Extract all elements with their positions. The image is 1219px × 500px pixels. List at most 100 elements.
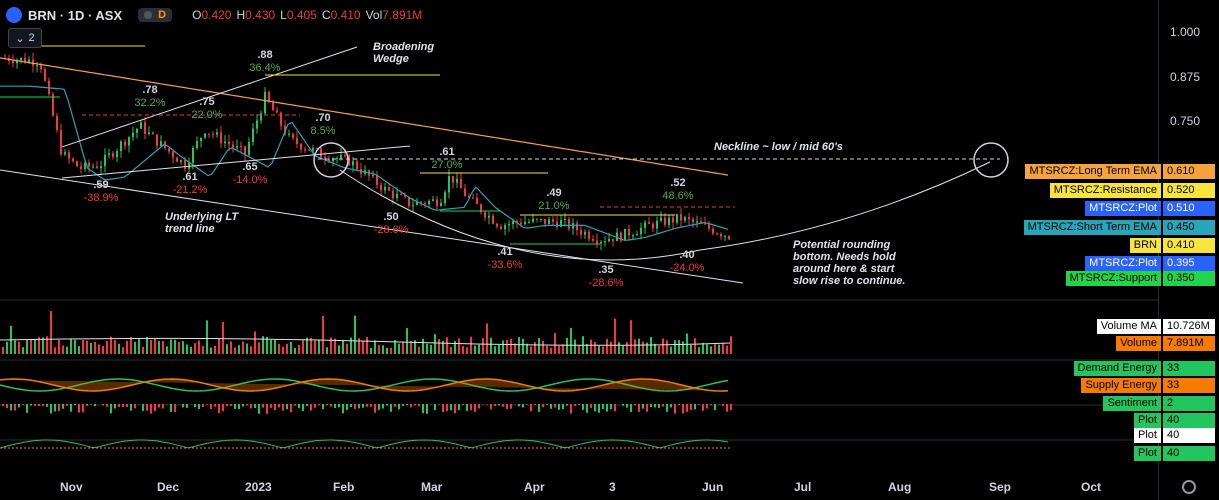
candle-body	[528, 221, 530, 223]
indicator-label[interactable]: Plot	[1134, 413, 1161, 428]
candle-body	[44, 69, 46, 81]
sentiment-bar	[194, 404, 196, 408]
y-tick-label: 1.000	[1170, 25, 1201, 39]
candle-body	[504, 225, 506, 230]
candle-body	[120, 141, 122, 152]
symbol-logo-icon	[6, 7, 22, 23]
indicator-label[interactable]: MTSRCZ:Resistance	[1049, 183, 1161, 198]
sentiment-bar	[26, 404, 28, 413]
sentiment-bar	[494, 404, 496, 407]
indicator-label[interactable]: Volume	[1116, 336, 1161, 351]
candle-body	[500, 226, 502, 230]
candle-body	[448, 176, 450, 193]
sentiment-bar	[422, 404, 424, 414]
settings-gear-icon[interactable]	[1182, 480, 1196, 494]
sentiment-bar	[518, 404, 520, 407]
sentiment-bar	[186, 404, 188, 408]
candle-body	[540, 218, 542, 220]
long-term-ema-line	[0, 57, 729, 176]
volume-bar	[398, 343, 400, 354]
volume-ma-line	[0, 337, 731, 346]
sentiment-bar	[222, 404, 224, 412]
indicator-value: 10.726M	[1163, 319, 1215, 334]
candle-body	[728, 235, 730, 240]
candle-body	[444, 192, 446, 204]
indicator-label[interactable]: MTSRCZ:Short Term EMA	[1023, 220, 1161, 235]
sentiment-bar	[266, 404, 268, 414]
candle-body	[568, 218, 570, 229]
sentiment-bar	[706, 404, 708, 409]
data-badge[interactable]: D	[138, 8, 173, 22]
sentiment-bar	[526, 404, 528, 405]
indicator-label[interactable]: BRN	[1129, 238, 1161, 253]
volume-bar	[478, 344, 480, 354]
candle-body	[96, 166, 98, 169]
sentiment-bar	[426, 404, 428, 414]
indicator-label[interactable]: MTSRCZ:Plot	[1085, 256, 1161, 271]
sentiment-bar	[230, 404, 232, 406]
candle-body	[76, 161, 78, 167]
indicator-label[interactable]: Supply Energy	[1081, 378, 1161, 393]
volume-bar	[506, 340, 508, 354]
volume-bar	[690, 344, 692, 354]
sentiment-bar	[90, 404, 92, 405]
sentiment-bar	[478, 404, 480, 409]
volume-bar	[694, 338, 696, 354]
sentiment-bar	[6, 404, 8, 409]
indicator-label[interactable]: MTSRCZ:Support	[1065, 271, 1161, 286]
candle-body	[244, 146, 246, 155]
sentiment-bar	[602, 404, 604, 410]
candle-body	[168, 148, 170, 152]
collapse-indicators-button[interactable]: ⌄ 2	[8, 28, 42, 48]
volume-bar	[546, 345, 548, 354]
sentiment-bar	[70, 404, 72, 412]
indicator-label[interactable]: MTSRCZ:Long Term EMA	[1025, 164, 1161, 179]
candle-body	[536, 218, 538, 220]
volume-bar	[366, 336, 368, 354]
candle-body	[236, 145, 238, 148]
candle-body	[232, 144, 234, 148]
x-tick-label: Feb	[333, 480, 355, 494]
candle-body	[220, 132, 222, 144]
ohlc-key: L	[280, 8, 287, 22]
candle-body	[576, 223, 578, 231]
candle-body	[40, 65, 42, 70]
volume-bar	[674, 340, 676, 354]
indicator-label[interactable]: Volume MA	[1096, 319, 1161, 334]
volume-bar	[226, 344, 228, 354]
indicator-label[interactable]: MTSRCZ:Plot	[1085, 201, 1161, 216]
sentiment-bar	[302, 404, 304, 412]
volume-bar	[666, 340, 668, 354]
candle-body	[708, 223, 710, 229]
y-tick-label: 0.750	[1170, 114, 1201, 128]
candle-body	[588, 231, 590, 239]
indicator-label[interactable]: Sentiment	[1103, 396, 1161, 411]
symbol-title[interactable]: BRN · 1D · ASX	[28, 7, 123, 23]
candle-body	[628, 228, 630, 236]
candle-body	[608, 238, 610, 242]
sentiment-bar	[406, 404, 408, 405]
sentiment-bar	[562, 404, 564, 410]
candle-body	[680, 214, 682, 221]
candle-body	[184, 160, 186, 169]
volume-bar	[82, 339, 84, 354]
volume-bar	[186, 344, 188, 354]
sentiment-bar	[446, 404, 448, 412]
sentiment-bar	[126, 404, 128, 407]
volume-bar	[282, 346, 284, 354]
volume-bar	[14, 340, 16, 354]
indicator-value: 33	[1163, 378, 1215, 393]
candle-body	[552, 219, 554, 222]
indicator-label[interactable]: Plot	[1134, 446, 1161, 461]
candle-body	[684, 217, 686, 221]
indicator-label[interactable]: Demand Energy	[1073, 361, 1161, 376]
volume-bar	[2, 346, 4, 354]
candle-body	[248, 142, 250, 155]
x-tick-label: 2023	[245, 480, 272, 494]
indicator-label[interactable]: Plot	[1134, 428, 1161, 443]
candle-body	[488, 215, 490, 218]
candle-body	[208, 133, 210, 135]
candle-body	[524, 222, 526, 225]
